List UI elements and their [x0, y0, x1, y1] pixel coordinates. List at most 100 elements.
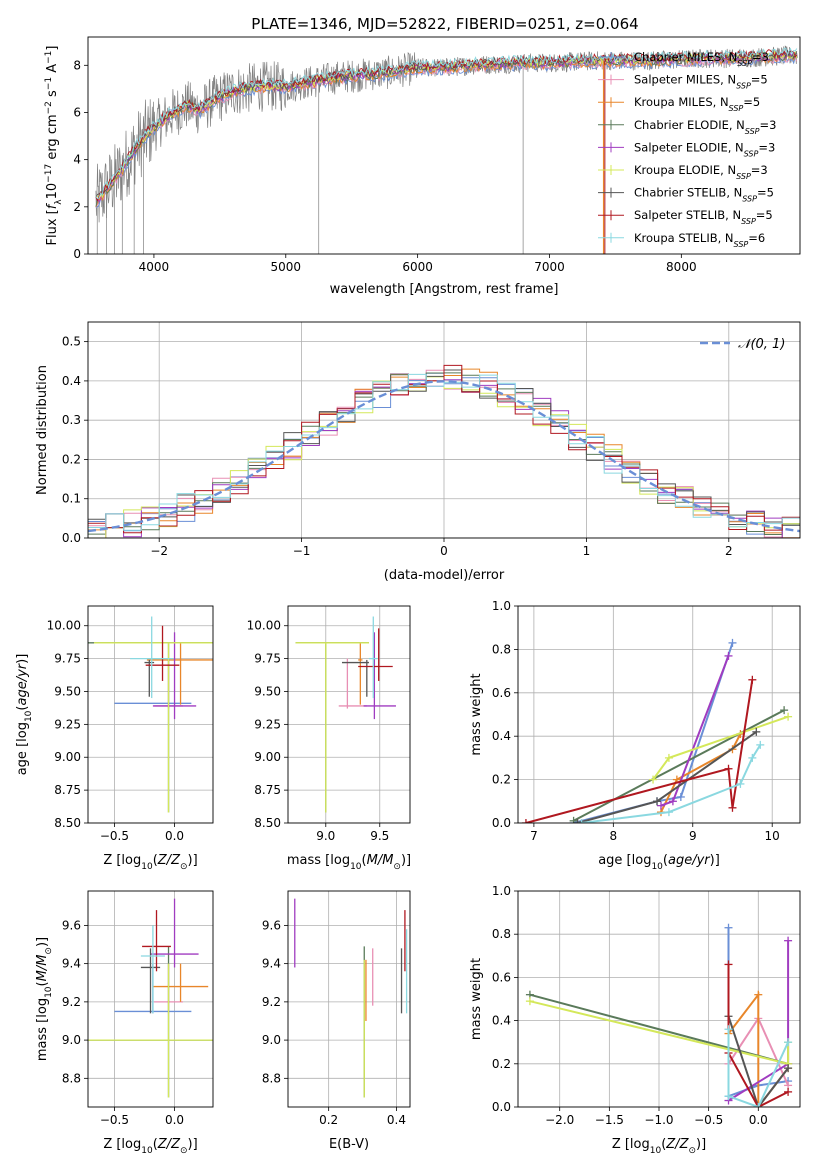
plot-area	[95, 45, 798, 254]
label-part: Z [log	[103, 1137, 141, 1152]
plot-area	[518, 606, 800, 823]
legend-value: =3	[751, 163, 768, 177]
label-part: (	[35, 981, 50, 986]
x-tick-label: −1.5	[595, 1113, 624, 1127]
y-tick-label: 8.8	[62, 1071, 81, 1085]
x-tick-label: 2	[725, 544, 733, 558]
y-axis-label: mass [log10(M/M⊙)]	[35, 937, 54, 1061]
residual-histogram-8	[88, 373, 800, 538]
legend-sub: SSP	[741, 217, 756, 226]
plot-area	[88, 606, 213, 823]
figure-title: PLATE=1346, MJD=52822, FIBERID=0251, z=0…	[251, 15, 638, 33]
plot-area	[288, 891, 410, 1107]
y-tick-label: 8	[73, 58, 81, 72]
y-tick-label: 8.8	[262, 1071, 281, 1085]
y-tick-label: 10.00	[47, 619, 81, 633]
y-tick-label: 0	[73, 247, 81, 261]
axes-frame	[287, 890, 411, 1108]
y-tick-label: 8.75	[254, 783, 281, 797]
y-tick-label: 0.5	[62, 335, 81, 349]
legend-entry: Salpeter STELIB, NSSP=5	[634, 208, 773, 226]
x-tick-label: −2	[150, 544, 168, 558]
legend-sub: SSP	[742, 194, 757, 203]
y-tick-label: 9.2	[262, 995, 281, 1009]
legend-entry: Chabrier STELIB, NSSP=5	[634, 186, 774, 204]
x-axis-label: Z [log10(Z/Z⊙)]	[103, 853, 197, 872]
legend-value: =5	[743, 95, 760, 109]
age-vs-metallicity-panel: −0.5 0.0 8.50 8.75 9.00 9.25 9.50 9.75 10.00 Z [l…	[15, 605, 214, 872]
legend-name: Chabrier ELODIE, N	[634, 118, 745, 132]
model-spectrum-7	[95, 49, 798, 202]
y-axis-label: Flux [fλ10−17 erg cm−2 s−1 A−1]	[44, 46, 64, 246]
axes-frame	[87, 605, 214, 824]
x-tick-label: 0.2	[319, 1113, 338, 1127]
massweight-line-2	[660, 733, 742, 813]
legend-entry: 𝒩(0, 1)	[738, 337, 785, 352]
axes-frame	[517, 605, 801, 824]
x-tick-label: 9	[689, 829, 697, 843]
label-part: (	[15, 706, 30, 711]
label-part: ⊙	[393, 862, 401, 872]
label-part: Z [log	[103, 853, 141, 868]
x-tick-label: 1	[583, 544, 591, 558]
massweight-line-3	[529, 993, 789, 1065]
legend-value: =3	[758, 140, 775, 154]
x-tick-label: 6000	[402, 260, 433, 274]
x-tick-label: −0.5	[694, 1113, 723, 1127]
legend-entry: Chabrier MILES, NSSP=3	[634, 50, 769, 68]
normal-reference-curve	[88, 380, 800, 533]
legend-sub: SSP	[744, 149, 759, 158]
y-tick-label: 10.00	[247, 619, 281, 633]
massweight-line-6	[727, 1015, 789, 1107]
y-tick-label: 9.00	[54, 750, 81, 764]
spectrum-panel: 4000 5000 6000 7000 8000 0 2 4 6 8 wavelength [Ang…	[44, 36, 801, 297]
label-part: ⊙	[180, 862, 188, 872]
y-tick-label: 9.00	[254, 750, 281, 764]
label-part: −2	[44, 101, 54, 114]
x-tick-label: 10	[765, 829, 780, 843]
label-part: (	[153, 1137, 158, 1152]
label-part: )]	[401, 853, 411, 868]
label-part: (	[362, 853, 367, 868]
label-part: f	[45, 202, 60, 209]
y-tick-label: 0.8	[492, 927, 511, 941]
plot-area	[88, 891, 213, 1107]
x-tick-label: 8000	[666, 260, 697, 274]
x-tick-label: 0.4	[387, 1113, 406, 1127]
mass-vs-metallicity-panel: −0.5 0.08.89.09.29.49.6Z [log10(Z/Z⊙)]mas…	[35, 890, 214, 1156]
legend-entry: Salpeter ELODIE, NSSP=3	[634, 140, 775, 158]
label-part: Z/Z	[157, 853, 181, 868]
residuals-panel: −2 −1 0 1 2 0.0 0.1 0.2 0.3 0.4 0.5 (data-model)/er…	[35, 321, 801, 583]
label-part: −1	[44, 51, 54, 64]
label-part: (	[661, 1137, 666, 1152]
y-tick-label: 9.2	[62, 995, 81, 1009]
legend-name: Salpeter MILES, N	[634, 73, 736, 87]
label-part: ⊙	[688, 1146, 696, 1156]
mass-vs-ebv-panel: 0.2 0.4 8.8 9.0 9.2 9.4 9.6 E(B-V)	[262, 890, 411, 1152]
legend-sub: SSP	[745, 126, 760, 135]
label-part: ]	[45, 46, 60, 51]
x-tick-label: 0.0	[749, 1113, 768, 1127]
label-part: A	[45, 64, 60, 77]
y-tick-label: 0.0	[492, 816, 511, 830]
axes-frame	[87, 890, 214, 1108]
x-tick-label: −2.0	[545, 1113, 574, 1127]
y-axis-label: mass weight	[469, 673, 484, 755]
y-tick-label: 1.0	[492, 884, 511, 898]
model-spectrum-8	[95, 47, 798, 200]
legend-name: Kroupa ELODIE, N	[634, 163, 736, 177]
label-part: )]	[15, 654, 30, 664]
x-axis-label: Z [log10(Z/Z⊙)]	[103, 1137, 197, 1156]
x-tick-label: 9.0	[316, 829, 335, 843]
y-tick-label: 0.4	[62, 374, 81, 388]
legend-name: Salpeter ELODIE, N	[634, 140, 744, 154]
x-tick-label: 7000	[534, 260, 565, 274]
massweight-line-7	[727, 964, 789, 1107]
label-part: Z [log	[612, 1137, 650, 1152]
x-tick-label: −1.0	[644, 1113, 673, 1127]
legend-value: =5	[757, 186, 774, 200]
label-part: )]	[710, 853, 720, 868]
y-tick-label: 9.25	[54, 717, 81, 731]
